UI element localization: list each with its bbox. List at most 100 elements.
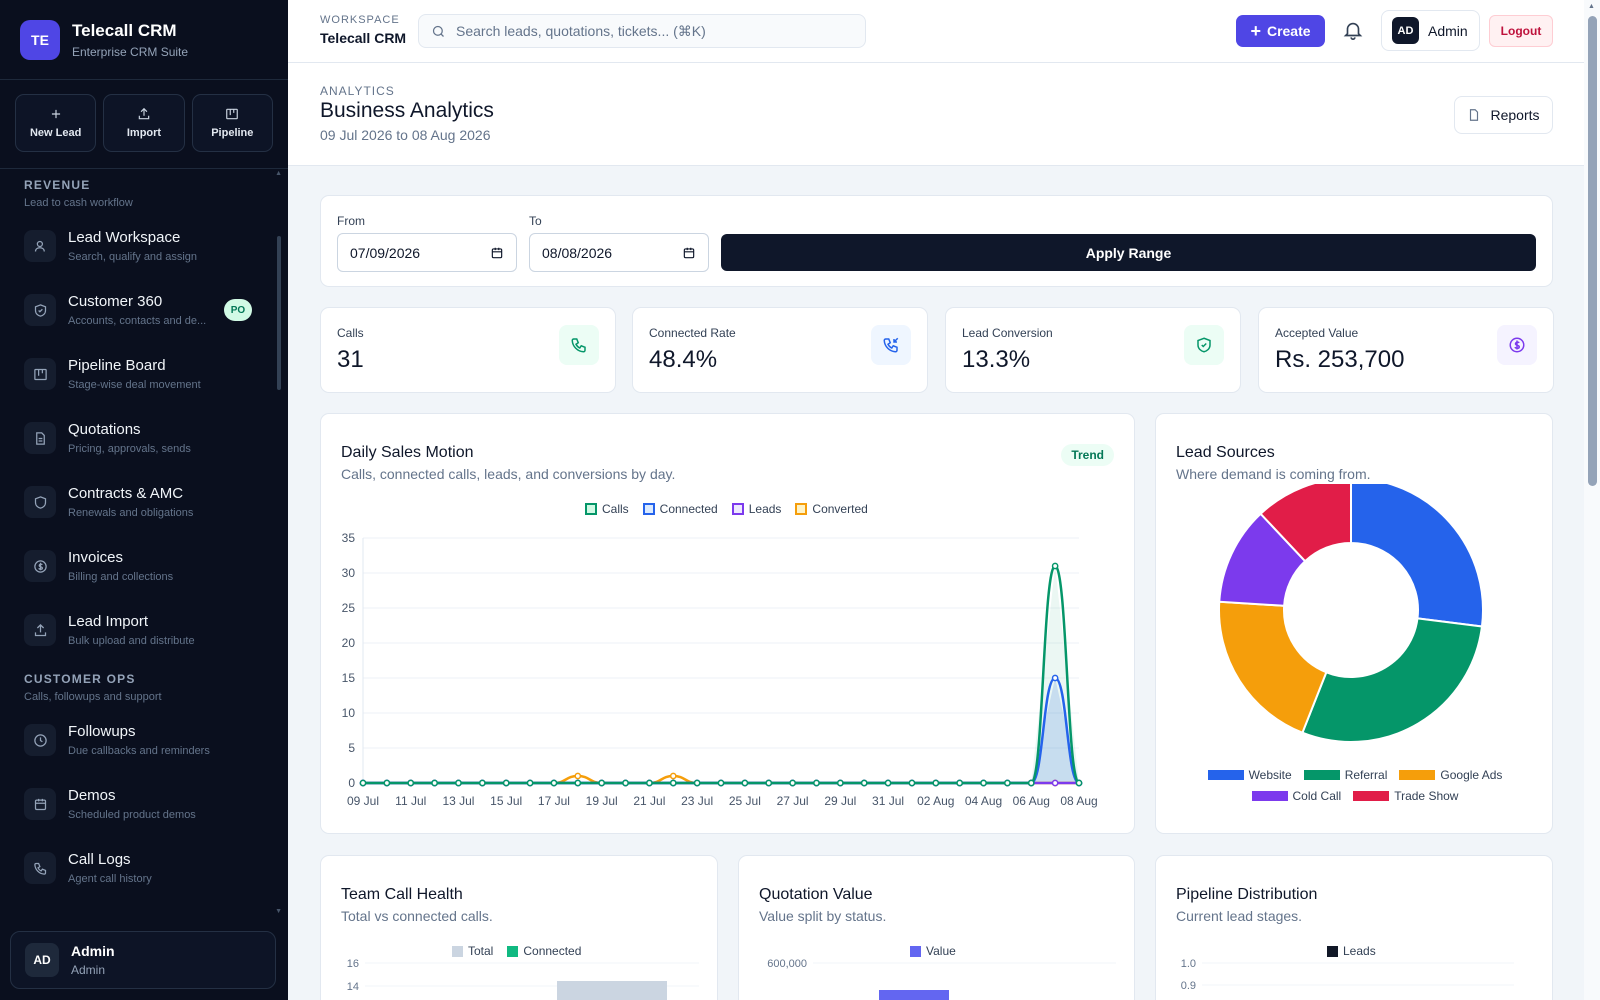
dollar-icon [24,550,56,582]
search-input[interactable] [456,23,856,39]
legend-item[interactable]: Google Ads [1399,768,1502,782]
y-tick-label: 16 [347,958,359,970]
sidebar-item-demos[interactable]: Demos Scheduled product demos [0,772,288,836]
legend-item[interactable]: Connected [642,502,718,516]
legend-label: Total [468,944,494,958]
legend-item[interactable]: Total [452,944,493,958]
sidebar-item-lead-import[interactable]: Lead Import Bulk upload and distribute [0,598,288,662]
sidebar-item-followups[interactable]: Followups Due callbacks and reminders [0,708,288,772]
new-lead-button[interactable]: New Lead [15,94,97,152]
legend-item[interactable]: Value [910,944,956,958]
sidebar-item-contracts-amc[interactable]: Contracts & AMC Renewals and obligations [0,470,288,534]
sidebar-item-label: Quotations [68,421,141,438]
y-tick-label: 600,000 [767,958,807,970]
legend-item[interactable]: Leads [1327,944,1376,958]
chart-legend: Leads [1327,944,1376,958]
legend-item[interactable]: Trade Show [1353,789,1458,803]
sidebar-item-quotations[interactable]: Quotations Pricing, approvals, sends [0,406,288,470]
data-point [741,779,749,787]
legend-item[interactable]: Leads [731,502,781,516]
page-scroll-up[interactable]: ▲ [1588,3,1595,10]
calendar-icon[interactable] [682,246,696,260]
legend-swatch [452,945,463,957]
data-point [1075,779,1083,787]
sidebar-item-sub: Accounts, contacts and de... [68,315,207,327]
x-tick-label: 25 Jul [729,794,761,808]
page-scroll-thumb[interactable] [1588,16,1597,486]
shield-icon [24,294,56,326]
sidebar-nav: REVENUE Lead to cash workflow Lead Works… [0,170,288,918]
y-tick-label: 5 [348,741,355,755]
data-point [1027,779,1035,787]
x-tick-label: 11 Jul [395,794,426,808]
brand: TE Telecall CRM Enterprise CRM Suite [0,0,288,80]
legend-swatch [1207,770,1244,780]
sidebar: TE Telecall CRM Enterprise CRM Suite New… [0,0,288,1000]
legend-label: Cold Call [1292,789,1342,803]
user-menu[interactable]: AD Admin [1381,10,1480,51]
sidebar-scroll-up[interactable]: ▲ [275,170,282,177]
import-button[interactable]: Import [103,94,185,152]
sidebar-item-label: Contracts & AMC [68,485,184,502]
pipeline-distribution-chart: 1.0 0.9 [1181,958,1514,992]
card-title: Lead Sources [1176,444,1275,461]
sidebar-item-sub: Search, qualify and assign [68,251,198,263]
legend-label: Trade Show [1394,789,1459,803]
from-date-input[interactable]: 07/09/2026 [337,233,517,272]
dollar-icon [1497,325,1537,365]
sidebar-item-pipeline-board[interactable]: Pipeline Board Stage-wise deal movement [0,342,288,406]
sidebar-item-customer-360[interactable]: Customer 360 Accounts, contacts and de...… [0,278,288,342]
logout-button[interactable]: Logout [1489,15,1553,47]
pipeline-label: Pipeline [211,127,254,139]
sidebar-item-lead-workspace[interactable]: Lead Workspace Search, qualify and assign [0,214,288,278]
search-box[interactable] [418,14,866,48]
x-tick-label: 13 Jul [442,794,474,808]
legend-label: Connected [659,502,718,516]
plus-icon: + [1250,21,1261,41]
create-button[interactable]: + Create [1236,15,1325,47]
team-call-health-card: Team Call Health Total vs connected call… [320,855,718,1000]
brand-subtitle: Enterprise CRM Suite [72,44,189,59]
legend-item[interactable]: Website [1207,768,1292,782]
sidebar-item-label: Customer 360 [68,293,163,310]
sidebar-item-sub: Agent call history [68,873,152,885]
page-scrollbar[interactable]: ▲ [1584,0,1600,1000]
legend-item[interactable]: Referral [1303,768,1387,782]
x-tick-label: 19 Jul [586,794,618,808]
sidebar-scrollbar[interactable] [277,236,281,390]
sidebar-item-invoices[interactable]: Invoices Billing and collections [0,534,288,598]
legend-swatch [1303,770,1340,780]
series-line [363,564,1081,785]
x-tick-label: 27 Jul [777,794,809,808]
card-subtitle: Total vs connected calls. [341,908,493,924]
pipeline-button[interactable]: Pipeline [191,94,273,152]
document-icon [1470,109,1479,121]
y-tick-label: 35 [342,531,356,545]
legend-label: Converted [812,502,868,516]
daily-sales-card: Daily Sales Motion Calls, connected call… [320,413,1135,834]
y-tick-label: 30 [342,566,356,580]
data-point [598,779,606,787]
to-date-input[interactable]: 08/08/2026 [529,233,709,272]
legend-item[interactable]: Calls [585,502,629,516]
apply-range-button[interactable]: Apply Range [721,234,1536,271]
data-point [908,779,916,787]
legend-label: Google Ads [1440,768,1503,782]
kpi-lead-conversion: Lead Conversion 13.3% [945,307,1241,393]
sidebar-item-sub: Stage-wise deal movement [68,379,201,391]
upload-icon [138,107,150,120]
legend-label: Calls [602,502,629,516]
quick-actions: New Lead Import Pipeline [0,80,288,169]
legend-item[interactable]: Converted [795,502,868,516]
sidebar-scroll-down[interactable]: ▼ [275,908,282,915]
calendar-icon[interactable] [490,246,504,260]
sidebar-item-call-logs[interactable]: Call Logs Agent call history [0,836,288,900]
daily-sales-chart: 0 5 10 15 20 25 30 35 09 Jul 11 Jul 13 Jul 15 Jul 17… [342,531,1098,808]
legend-item[interactable]: Connected [507,944,581,958]
user-name: Admin [1428,22,1468,39]
sidebar-user-card[interactable]: AD Admin Admin [10,931,276,989]
x-tick-label: 21 Jul [633,794,665,808]
notification-bell-icon[interactable] [1342,19,1364,46]
reports-button[interactable]: Reports [1454,96,1553,134]
legend-item[interactable]: Cold Call [1251,789,1342,803]
